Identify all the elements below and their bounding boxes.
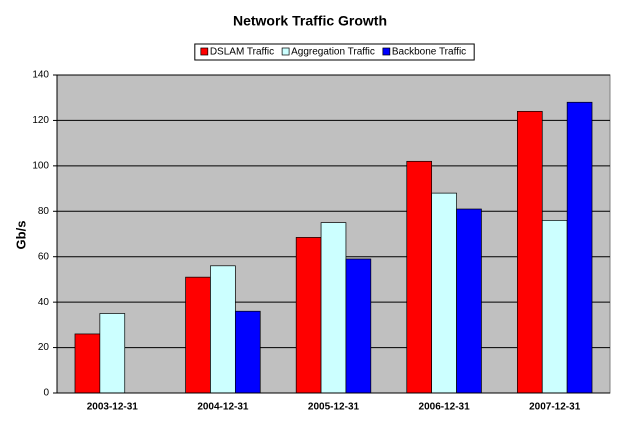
bar: [566, 101, 593, 394]
bar: [210, 265, 236, 394]
legend-label: Backbone Traffic: [392, 47, 466, 58]
y-tick-label: 60: [38, 251, 50, 262]
legend-label: Aggregation Traffic: [291, 47, 375, 58]
bar: [406, 160, 433, 394]
chart-title: Network Traffic Growth: [233, 13, 387, 29]
x-tick-label: 2006-12-31: [419, 402, 471, 413]
y-tick-label: 100: [32, 160, 49, 171]
y-tick-label: 0: [43, 388, 49, 399]
y-tick-label: 140: [32, 70, 49, 81]
x-tick-label: 2003-12-31: [87, 402, 139, 413]
legend-swatch: [281, 47, 290, 56]
bar: [431, 192, 457, 394]
bar: [541, 220, 568, 394]
legend-box: [194, 43, 475, 61]
legend-swatch: [382, 47, 391, 56]
legend-label: DSLAM Traffic: [210, 47, 274, 58]
bar: [185, 276, 211, 394]
legend: DSLAM Traffic Aggregation Traffic Backbone…: [194, 43, 475, 61]
bar: [456, 208, 482, 394]
y-axis-label: Gb/s: [13, 221, 28, 250]
x-tick-label: 2007-12-31: [529, 402, 581, 413]
bar: [517, 110, 543, 394]
y-tick-label: 120: [32, 115, 49, 126]
bar: [99, 313, 126, 394]
y-tick-label: 20: [38, 342, 50, 353]
legend-swatch: [200, 47, 209, 56]
y-tick-label: 40: [38, 297, 50, 308]
x-tick-label: 2005-12-31: [308, 402, 360, 413]
bar: [345, 258, 372, 394]
x-tick-label: 2004-12-31: [197, 402, 249, 413]
bar: [295, 237, 322, 394]
bar: [74, 333, 101, 394]
y-tick-label: 80: [38, 206, 50, 217]
bar: [234, 310, 261, 394]
bar: [320, 222, 347, 394]
